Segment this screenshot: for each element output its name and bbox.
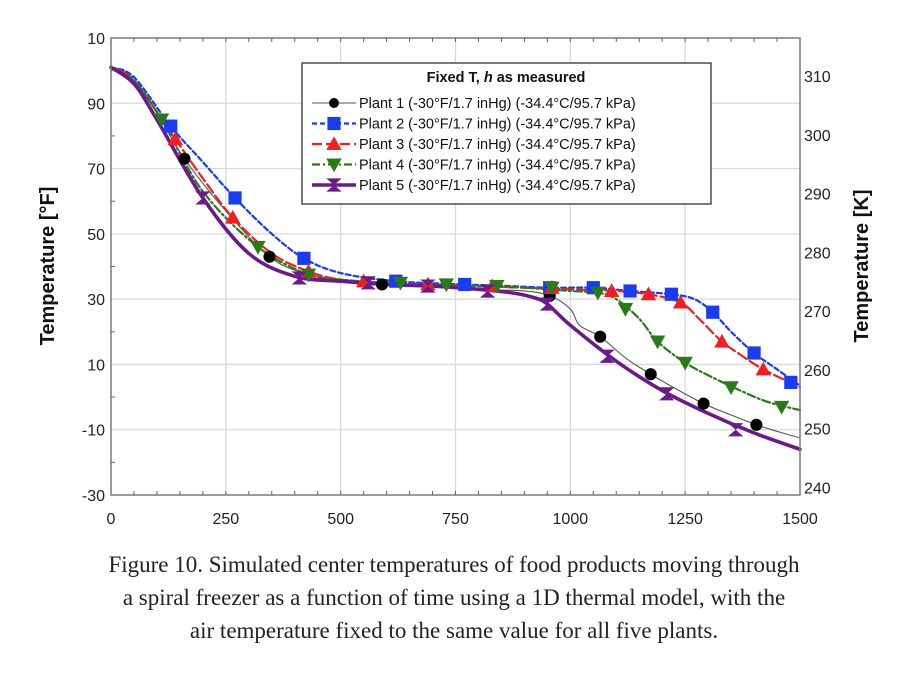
y2-tick-label: 290 — [804, 187, 831, 204]
data-point-plant-2 — [623, 284, 637, 298]
y2-axis-title: Temperature [K] — [851, 190, 873, 343]
x-tick-label: 1250 — [667, 511, 703, 528]
series-markers — [153, 113, 798, 437]
data-point-plant-3 — [640, 286, 657, 301]
legend-marker-plant-5 — [326, 178, 342, 192]
y-tick-label: 90 — [87, 96, 105, 113]
data-point-plant-2 — [458, 277, 472, 292]
data-point-plant-2 — [228, 191, 242, 205]
x-tick-labels: 0 250 500 750 1000 1250 1500 — [107, 511, 818, 528]
legend-marker-plant-3 — [326, 136, 342, 151]
y2-tick-label: 240 — [804, 480, 831, 497]
y-tick-label: 70 — [87, 162, 105, 179]
data-point-plant-1 — [375, 278, 389, 291]
figure-caption: Figure 10. Simulated center temperatures… — [0, 548, 908, 647]
data-point-plant-2 — [164, 119, 178, 133]
x-tick-label: 750 — [442, 511, 469, 528]
data-point-plant-4 — [250, 240, 266, 255]
caption-line: air temperature fixed to the same value … — [189, 618, 719, 643]
y-axis-title: Temperature [°F] — [37, 187, 59, 346]
data-point-plant-5 — [479, 284, 496, 298]
data-point-plant-3 — [672, 294, 689, 309]
data-point-plant-5 — [599, 349, 615, 363]
legend-title: Fixed T, h as measured — [427, 70, 586, 86]
data-point-plant-4 — [723, 381, 739, 395]
legend-label: Plant 3 (-30°F/1.7 inHg) (-34.4°C/95.7 k… — [359, 137, 636, 153]
x-tick-label: 0 — [107, 511, 116, 528]
legend-label: Plant 4 (-30°F/1.7 inHg) (-34.4°C/95.7 k… — [359, 158, 636, 174]
data-point-plant-1 — [178, 152, 191, 165]
data-point-plant-3 — [167, 131, 184, 146]
axis-ticks — [111, 38, 778, 495]
series-lines — [109, 65, 802, 452]
data-point-plant-1 — [263, 250, 276, 263]
data-point-plant-4 — [677, 356, 693, 371]
data-point-plant-4 — [649, 335, 666, 350]
data-point-plant-1 — [750, 418, 763, 431]
legend-label: Plant 1 (-30°F/1.7 inHg) (-34.4°C/95.7 k… — [359, 96, 636, 112]
y2-tick-labels: 240 250 260 270 280 290 300 310 — [804, 69, 831, 497]
data-point-plant-5 — [195, 191, 211, 205]
data-point-plant-1 — [697, 397, 710, 410]
data-point-plant-2 — [784, 375, 798, 389]
data-point-plant-2 — [664, 287, 678, 301]
caption-line: a spiral freezer as a function of time u… — [122, 585, 786, 610]
y-tick-label: 30 — [87, 292, 105, 309]
data-point-plant-3 — [225, 209, 241, 224]
data-point-plant-5 — [727, 423, 744, 437]
data-point-plant-5 — [659, 387, 675, 401]
data-point-plant-5 — [539, 297, 556, 311]
legend-marker-plant-4 — [326, 158, 342, 173]
data-point-plant-4 — [617, 302, 634, 317]
data-point-plant-4 — [489, 280, 505, 294]
x-tick-label: 1000 — [553, 511, 589, 528]
data-point-plant-3 — [714, 333, 730, 348]
legend: Fixed T, h as measured Plant 1 (-30°F/1.… — [301, 62, 712, 205]
data-point-plant-1 — [644, 368, 657, 381]
y2-tick-label: 250 — [804, 422, 831, 439]
y2-tick-label: 310 — [804, 69, 831, 86]
y-tick-labels: -30 -10 10 30 50 70 90 10 — [82, 31, 105, 505]
y2-tick-label: 270 — [804, 304, 831, 321]
legend-marker-plant-2 — [327, 116, 341, 131]
data-point-plant-4 — [153, 113, 170, 128]
y2-tick-label: 260 — [804, 363, 831, 380]
data-point-plant-2 — [706, 305, 720, 319]
data-point-plant-3 — [755, 361, 771, 376]
data-point-plant-5 — [360, 276, 376, 290]
series-line-plant-4 — [109, 66, 802, 412]
data-point-plant-4 — [544, 281, 560, 296]
x-tick-label: 1500 — [782, 511, 818, 528]
x-tick-label: 250 — [212, 511, 239, 528]
legend-label: Plant 5 (-30°F/1.7 inHg) (-34.4°C/95.7 k… — [359, 178, 636, 194]
legend-label: Plant 2 (-30°F/1.7 inHg) (-34.4°C/95.7 k… — [359, 117, 636, 133]
y2-tick-label: 300 — [804, 128, 831, 145]
data-point-plant-4 — [392, 276, 409, 291]
y2-tick-label: 280 — [804, 245, 831, 262]
y-tick-label: -30 — [82, 488, 105, 505]
data-point-plant-2 — [747, 346, 761, 360]
line-chart: 0 250 500 750 1000 1250 1500 -30 -10 10 30 50 70 90 1… — [37, 31, 873, 528]
y-tick-label: -10 — [82, 423, 105, 440]
legend-box — [301, 62, 712, 205]
data-point-plant-5 — [420, 279, 436, 293]
data-point-plant-5 — [291, 271, 308, 285]
caption-line: Figure 10. Simulated center temperatures… — [108, 552, 800, 577]
y-tick-label: 10 — [87, 357, 105, 374]
data-point-plant-1 — [594, 330, 607, 343]
y-tick-label: 10 — [87, 31, 105, 48]
data-point-plant-2 — [297, 251, 311, 265]
data-point-plant-4 — [438, 278, 455, 293]
x-tick-label: 500 — [327, 511, 354, 528]
data-point-plant-4 — [590, 286, 606, 301]
legend-marker-plant-1 — [329, 98, 339, 108]
data-point-plant-3 — [603, 283, 620, 298]
data-point-plant-4 — [773, 400, 790, 415]
y-tick-label: 50 — [87, 227, 105, 244]
